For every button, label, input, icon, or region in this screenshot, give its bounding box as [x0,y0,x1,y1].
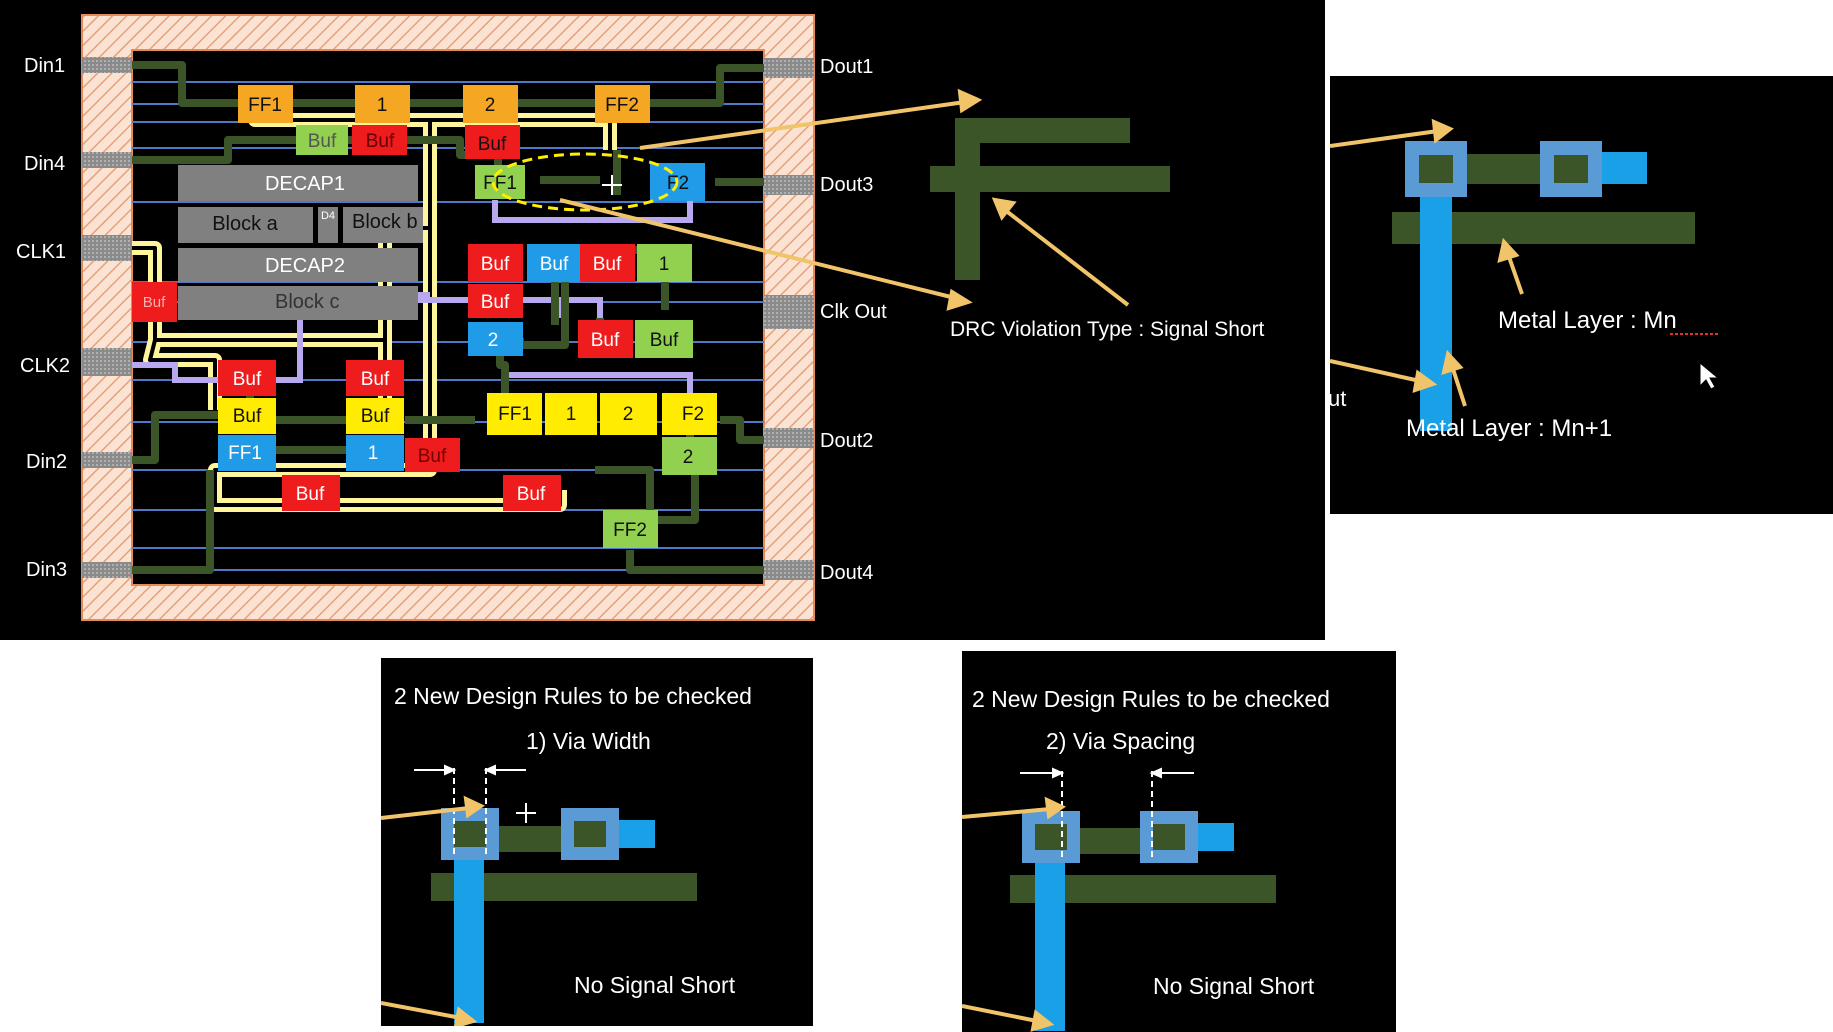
cell-ff1-yellow: FF1 [498,404,532,425]
cell-2-blue: 2 [488,330,499,351]
cell-1-yellow: 1 [566,404,577,425]
block-a [178,207,313,243]
via-extension [619,820,655,848]
decap2-label: DECAP2 [265,255,345,277]
cell-buf-yellow2: Buf [361,406,390,427]
pin-clk2: CLK2 [20,355,70,377]
cell-buf-r6: Buf [361,369,390,390]
via-extension [1602,152,1647,184]
cell-2-top: 2 [485,95,496,116]
cell-buf-r1: Buf [481,254,510,275]
rule-via-spacing: 2) Via Spacing [1046,728,1195,754]
cell-buf-r5: Buf [233,369,262,390]
metal-layer-panel: ut Metal Layer : Mn Metal Layer : Mn+1 [1330,76,1833,514]
cell-2-green: 2 [683,447,694,468]
cell-buf-green-top: Buf [308,131,337,152]
move-cursor-icon [602,175,622,195]
move-cursor-icon [516,803,536,823]
vertical-wire [1035,841,1065,1031]
d4-label: D4 [321,210,335,222]
pin-dout3: Dout3 [820,174,873,196]
block-c-label: Block c [275,291,339,313]
cell-1-blue: 1 [368,443,379,464]
io-pins-left [82,57,132,578]
vertical-wire [454,838,484,1023]
zoom-arrows [559,88,983,311]
cell-ff2-top: FF2 [605,95,639,116]
dimension-markers [1020,767,1194,861]
label-arrows [1330,118,1524,407]
d4-block [318,207,338,243]
block-b [343,207,423,243]
decap1-block [178,165,418,201]
io-pins-right [764,58,814,580]
drc-violation-label: DRC Violation Type : Signal Short [950,318,1265,341]
block-a-label: Block a [212,213,278,235]
macro-blocks: DECAP1 Block a D4 Block b DECAP2 Block c [178,165,423,320]
cell-buf-left: Buf [143,294,166,311]
block-c [178,286,418,320]
cell-buf-red-top1: Buf [366,131,395,152]
drc-pointer-arrow [991,197,1130,307]
no-signal-short-label: No Signal Short [574,972,736,998]
pin-dout1: Dout1 [820,56,873,78]
metal-mn-label: Metal Layer : Mn [1498,307,1677,334]
via-width-panel: 2 New Design Rules to be checked 1) Via … [381,658,813,1026]
cell-buf-r9: Buf [517,484,546,505]
rules-title: 2 New Design Rules to be checked [972,686,1330,712]
cell-buf-red-top2: Buf [478,134,507,155]
decap1-label: DECAP1 [265,173,345,195]
pin-din1: Din1 [24,55,65,77]
via-extension [1198,823,1234,851]
cell-2-yellow: 2 [623,404,634,425]
cell-ff1-top: FF1 [248,95,282,116]
rules-title: 2 New Design Rules to be checked [394,683,752,709]
metal-mn1-label: Metal Layer : Mn+1 [1406,415,1612,442]
dimension-markers [414,764,526,858]
cell-buf-r3: Buf [481,292,510,313]
pointer-arrows [962,796,1067,1032]
pin-clk-out: Clk Out [820,301,887,323]
pin-clk1: CLK1 [16,241,66,263]
cell-buf-r4: Buf [591,330,620,351]
chip-layout-diagram: DECAP1 Block a D4 Block b DECAP2 Block c… [16,14,1265,621]
cell-buf-r2: Buf [593,254,622,275]
cell-1-top: 1 [377,95,388,116]
pin-dout2: Dout2 [820,430,873,452]
standard-cells: FF1 1 2 FF2 Buf Buf Buf FF1 F2 Buf Buf B… [132,85,717,548]
cell-ff1-mid: FF1 [483,173,517,194]
cell-buf-yellow1: Buf [233,406,262,427]
cell-buf-b1: Buf [540,254,569,275]
cell-1-green: 1 [659,254,670,275]
partial-text: ut [1330,386,1346,411]
cell-buf-green2: Buf [650,330,679,351]
pin-din4: Din4 [24,153,65,175]
mn1-vertical-wire [1420,176,1452,431]
cell-buf-r8: Buf [296,484,325,505]
rule-via-width: 1) Via Width [526,728,651,754]
violation-highlight [491,152,679,212]
main-layout-panel: DECAP1 Block a D4 Block b DECAP2 Block c… [0,0,1325,640]
cell-ff2-bottom: FF2 [613,520,647,541]
pointer-arrows [381,795,486,1026]
block-b-label: Block b [352,211,418,233]
drc-zoom-graphic [930,118,1170,280]
no-signal-short-label: No Signal Short [1153,973,1315,999]
via-spacing-panel: 2 New Design Rules to be checked 2) Via … [962,651,1396,1032]
pin-din3: Din3 [26,559,67,581]
cell-buf-r7: Buf [418,446,447,467]
decap2-block [178,248,418,282]
cell-ff1-blue: FF1 [228,443,262,464]
mouse-cursor-icon [1699,361,1720,390]
pin-din2: Din2 [26,451,67,473]
pin-dout4: Dout4 [820,562,873,584]
cell-f2-yellow: F2 [682,404,704,425]
